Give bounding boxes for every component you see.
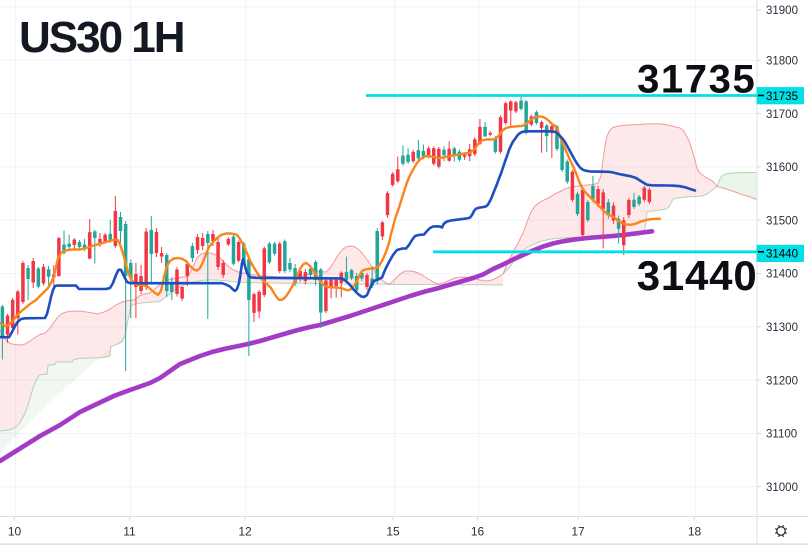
svg-text:31800: 31800 — [766, 56, 798, 68]
svg-text:18: 18 — [688, 525, 702, 539]
svg-text:31700: 31700 — [766, 109, 798, 121]
svg-text:15: 15 — [386, 525, 400, 539]
svg-text:31735: 31735 — [637, 58, 756, 102]
svg-text:31200: 31200 — [766, 375, 798, 387]
svg-text:31900: 31900 — [766, 5, 798, 17]
svg-text:31440: 31440 — [766, 249, 798, 261]
svg-text:31000: 31000 — [766, 482, 798, 494]
svg-text:31100: 31100 — [766, 429, 797, 441]
svg-text:US30 1H: US30 1H — [19, 13, 184, 62]
svg-text:12: 12 — [238, 525, 252, 539]
svg-text:31600: 31600 — [766, 162, 798, 174]
svg-text:31440: 31440 — [637, 252, 758, 299]
svg-text:10: 10 — [8, 525, 22, 539]
svg-text:17: 17 — [571, 525, 585, 539]
svg-text:16: 16 — [471, 525, 485, 539]
svg-text:31300: 31300 — [766, 322, 798, 334]
svg-text:31500: 31500 — [766, 215, 798, 227]
svg-text:11: 11 — [123, 525, 136, 539]
svg-text:31400: 31400 — [766, 269, 798, 281]
svg-text:31735: 31735 — [766, 91, 798, 103]
